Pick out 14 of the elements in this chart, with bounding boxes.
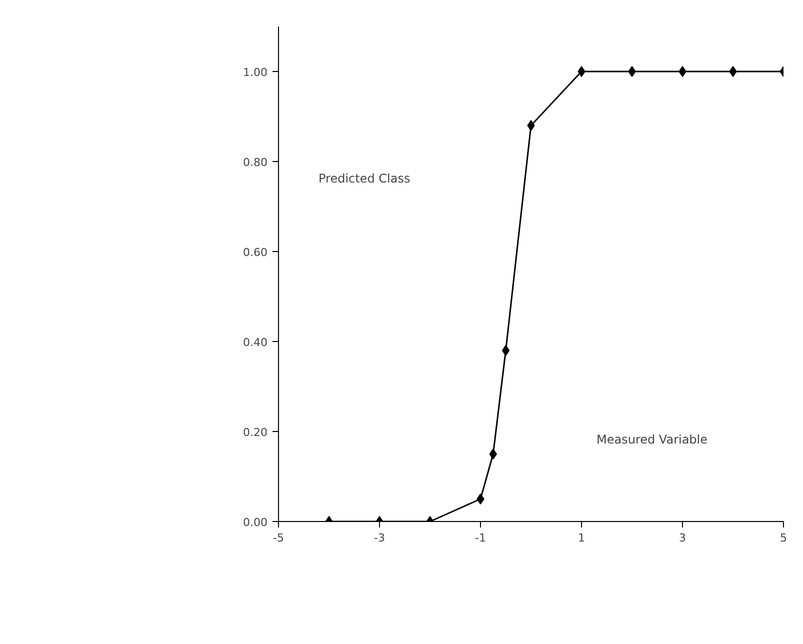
y-tick-label: 1.00	[243, 66, 268, 79]
y-axis-title: Predicted Class	[318, 172, 410, 186]
y-tick-label: 0.40	[243, 336, 268, 349]
x-tick-label: -1	[475, 532, 486, 544]
x-tick-label: 1	[578, 532, 585, 544]
x-axis-title: Measured Variable	[596, 432, 708, 446]
y-tick-label: 0.60	[243, 246, 268, 259]
x-tick-label: -5	[273, 532, 284, 544]
y-tick-label: 0.20	[243, 426, 268, 439]
x-tick-label: 5	[780, 532, 787, 544]
x-tick-label: 3	[679, 532, 686, 544]
y-tick-label: 0.80	[243, 156, 268, 169]
y-tick-label: 0.00	[243, 516, 268, 529]
x-tick-label: -3	[374, 532, 385, 544]
